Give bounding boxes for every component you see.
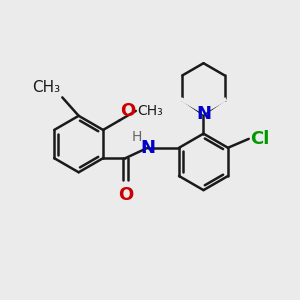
Text: Cl: Cl	[250, 130, 270, 148]
Text: CH₃: CH₃	[32, 80, 60, 95]
Text: N: N	[196, 105, 211, 123]
Text: O: O	[120, 102, 136, 120]
Text: O: O	[118, 186, 133, 204]
Text: CH₃: CH₃	[137, 104, 163, 118]
Text: H: H	[132, 130, 142, 144]
Text: N: N	[140, 139, 155, 157]
